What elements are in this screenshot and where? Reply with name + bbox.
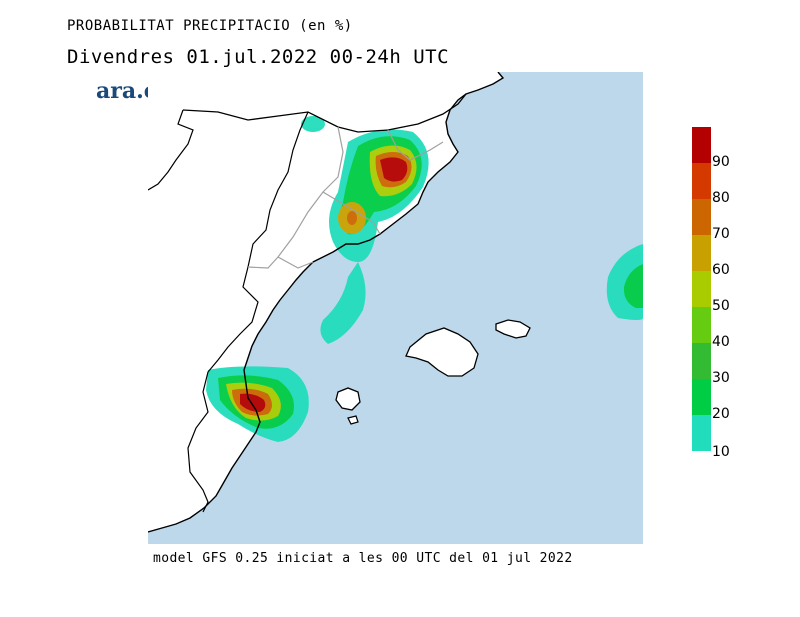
legend-label: 60 [712, 262, 730, 278]
country-border [182, 93, 467, 133]
map-title: PROBABILITAT PRECIPITACIO (en %) [67, 18, 353, 34]
legend-swatch-10 [692, 415, 711, 451]
legend-swatch-50 [692, 271, 711, 307]
island-menorca [495, 319, 531, 339]
legend-label: 30 [712, 370, 730, 386]
province-borders [247, 126, 444, 269]
model-info-footer: model GFS 0.25 iniciat a les 00 UTC del … [153, 551, 573, 566]
precipitation-map [148, 72, 643, 544]
island-mallorca [405, 327, 479, 377]
legend-swatch-80 [692, 163, 711, 199]
precipitation-overlay [206, 116, 643, 442]
map-subtitle: Divendres 01.jul.2022 00-24h UTC [67, 46, 450, 68]
legend-label: 40 [712, 334, 730, 350]
legend-label: 90 [712, 154, 730, 170]
legend-label: 20 [712, 406, 730, 422]
island-eivissa [335, 387, 361, 411]
legend-label: 10 [712, 444, 730, 460]
western-outline [148, 109, 194, 191]
legend-swatch-20 [692, 379, 711, 415]
legend-swatch-30 [692, 343, 711, 379]
legend-label: 50 [712, 298, 730, 314]
legend-swatch-60 [692, 235, 711, 271]
legend-swatch-40 [692, 307, 711, 343]
region-border [187, 111, 309, 513]
legend-swatch-70 [692, 199, 711, 235]
coastline [148, 72, 505, 533]
legend-label: 70 [712, 226, 730, 242]
legend-swatch-90 [692, 127, 711, 163]
legend-label: 80 [712, 190, 730, 206]
color-legend [692, 127, 711, 451]
island-formentera [347, 415, 359, 425]
